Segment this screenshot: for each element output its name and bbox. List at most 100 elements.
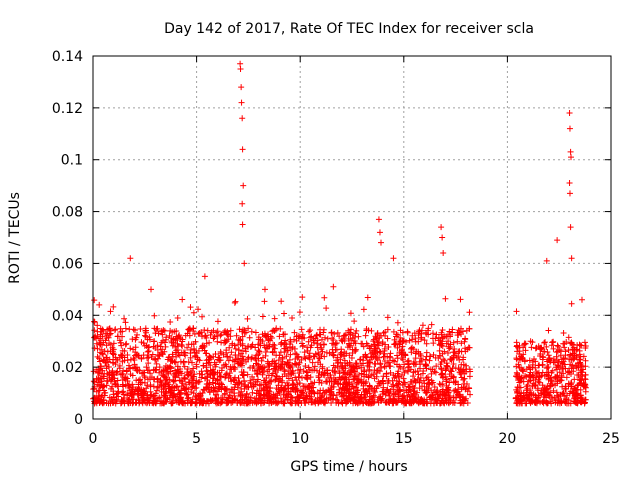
data-point bbox=[568, 154, 575, 161]
data-point bbox=[368, 354, 375, 361]
data-point bbox=[294, 393, 301, 400]
data-point bbox=[130, 384, 137, 391]
data-point bbox=[392, 391, 399, 398]
data-point bbox=[184, 395, 191, 402]
data-point bbox=[264, 358, 271, 365]
data-point bbox=[421, 337, 428, 344]
data-point bbox=[330, 283, 337, 290]
data-point bbox=[132, 336, 139, 343]
data-point bbox=[159, 337, 166, 344]
data-point bbox=[419, 322, 426, 329]
data-point bbox=[309, 367, 316, 374]
y-tick-label: 0.1 bbox=[61, 153, 83, 169]
data-point bbox=[184, 344, 191, 351]
data-point bbox=[568, 371, 575, 378]
data-point bbox=[568, 340, 575, 347]
x-tick-label: 15 bbox=[395, 431, 413, 447]
data-point bbox=[527, 338, 534, 345]
data-point bbox=[122, 319, 129, 326]
data-point bbox=[574, 360, 581, 367]
data-point bbox=[311, 339, 318, 346]
data-point bbox=[582, 371, 589, 378]
data-point bbox=[244, 315, 251, 322]
data-point bbox=[184, 330, 191, 337]
data-point bbox=[252, 355, 259, 362]
data-point bbox=[240, 372, 247, 379]
data-point bbox=[240, 368, 247, 375]
data-point bbox=[306, 383, 313, 390]
data-point bbox=[148, 391, 155, 398]
data-point bbox=[311, 363, 318, 370]
data-point bbox=[554, 237, 561, 244]
data-point bbox=[311, 390, 318, 397]
data-point bbox=[409, 373, 416, 380]
data-point bbox=[444, 331, 451, 338]
data-point bbox=[206, 353, 213, 360]
data-point bbox=[176, 399, 183, 406]
data-point bbox=[433, 388, 440, 395]
data-point bbox=[315, 374, 322, 381]
data-point bbox=[366, 390, 373, 397]
data-point bbox=[418, 397, 425, 404]
data-point bbox=[218, 331, 225, 338]
data-point bbox=[335, 376, 342, 383]
data-point bbox=[185, 378, 192, 385]
data-point bbox=[217, 373, 224, 380]
data-point bbox=[103, 363, 110, 370]
data-point bbox=[150, 343, 157, 350]
data-point bbox=[281, 368, 288, 375]
data-point bbox=[406, 363, 413, 370]
data-point bbox=[295, 373, 302, 380]
data-point bbox=[96, 387, 103, 394]
data-point bbox=[320, 399, 327, 406]
data-point bbox=[526, 371, 533, 378]
data-point bbox=[570, 356, 577, 363]
data-point bbox=[174, 383, 181, 390]
data-point bbox=[111, 378, 118, 385]
data-point bbox=[148, 286, 155, 293]
data-point bbox=[275, 382, 282, 389]
data-point bbox=[360, 368, 367, 375]
data-point bbox=[514, 371, 521, 378]
x-tick-label: 20 bbox=[498, 431, 516, 447]
x-axis-label: GPS time / hours bbox=[290, 459, 407, 475]
data-point bbox=[271, 345, 278, 352]
data-point bbox=[176, 352, 183, 359]
data-point bbox=[456, 348, 463, 355]
data-point bbox=[550, 345, 557, 352]
data-point bbox=[390, 357, 397, 364]
data-point bbox=[532, 399, 539, 406]
data-point bbox=[291, 329, 298, 336]
data-point bbox=[333, 357, 340, 364]
data-point bbox=[224, 353, 231, 360]
data-point bbox=[366, 363, 373, 370]
data-point bbox=[249, 354, 256, 361]
data-point bbox=[548, 342, 555, 349]
data-point bbox=[351, 318, 358, 325]
data-point bbox=[560, 390, 567, 397]
data-point bbox=[273, 352, 280, 359]
data-point bbox=[295, 399, 302, 406]
data-point bbox=[390, 400, 397, 407]
data-point bbox=[184, 365, 191, 372]
data-point bbox=[252, 329, 259, 336]
data-point bbox=[254, 370, 261, 377]
data-point bbox=[517, 377, 524, 384]
data-point bbox=[239, 146, 246, 153]
data-point bbox=[231, 392, 238, 399]
data-point bbox=[423, 349, 430, 356]
data-point bbox=[274, 373, 281, 380]
data-point bbox=[375, 367, 382, 374]
data-point bbox=[554, 399, 561, 406]
data-point bbox=[405, 360, 412, 367]
data-point bbox=[351, 346, 358, 353]
data-point bbox=[210, 353, 217, 360]
data-point bbox=[577, 392, 584, 399]
data-point bbox=[365, 398, 372, 405]
data-point bbox=[566, 190, 573, 197]
data-point bbox=[446, 371, 453, 378]
data-point bbox=[464, 388, 471, 395]
data-point bbox=[99, 341, 106, 348]
data-point bbox=[561, 344, 568, 351]
data-point bbox=[267, 395, 274, 402]
